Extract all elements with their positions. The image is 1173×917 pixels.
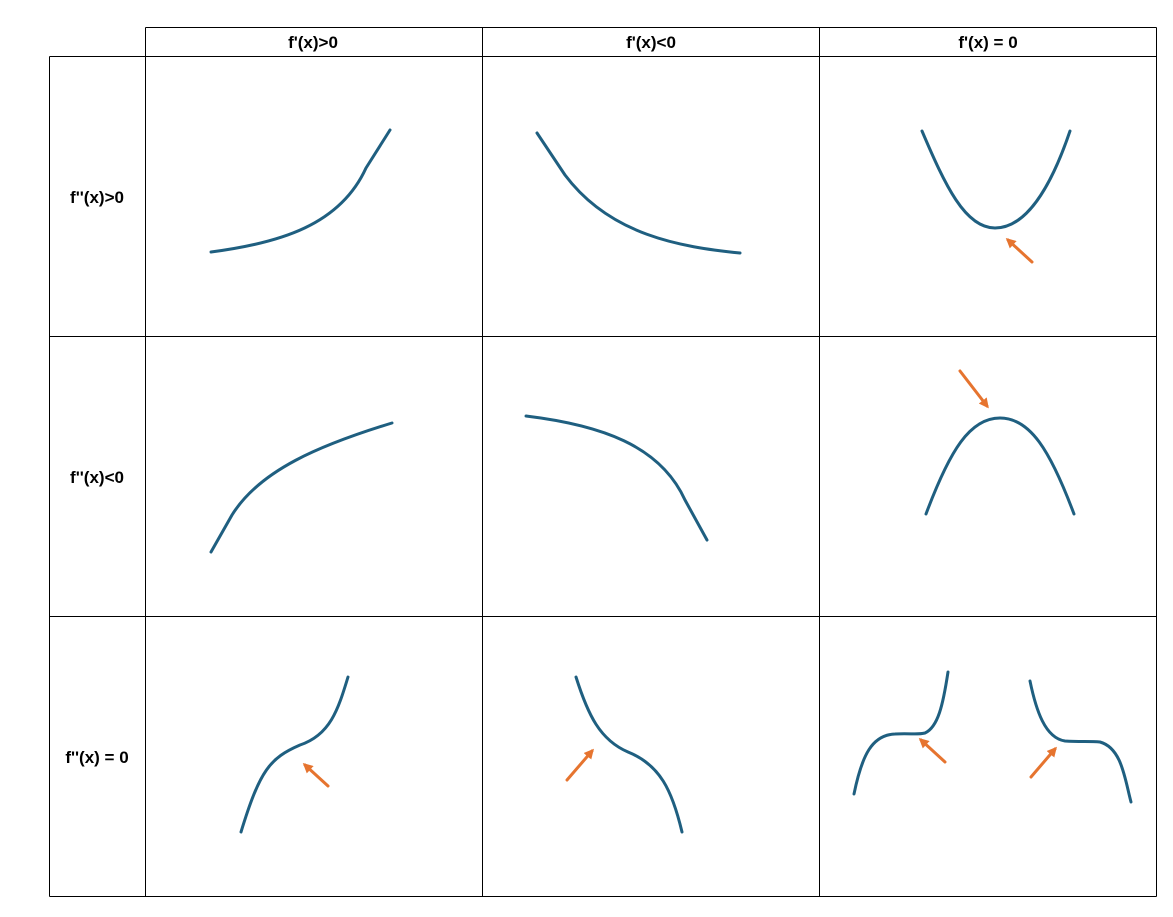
curve-increasing-stationary-inflection	[852, 670, 950, 796]
curve-local-maximum	[924, 416, 1076, 516]
stationary-inflection-arrow-decreasing	[1029, 746, 1057, 779]
curve-decreasing-inflection	[574, 675, 684, 834]
minimum-point-arrow	[1005, 237, 1034, 264]
curve-increasing-inflection	[239, 675, 350, 834]
curve-decreasing-stationary-inflection	[1028, 679, 1133, 804]
maximum-point-arrow	[958, 369, 989, 409]
column-header-first-derivative-positive: f'(x)>0	[288, 33, 338, 52]
row-header-second-derivative-positive: f''(x)>0	[70, 188, 124, 207]
table-grid	[49, 27, 1157, 897]
curve-decreasing-concave-up	[535, 131, 742, 255]
inflection-point-arrow-increasing	[302, 762, 330, 788]
curve-increasing-concave-down	[209, 421, 394, 554]
curve-local-minimum	[920, 129, 1072, 230]
row-header-second-derivative-zero: f''(x) = 0	[65, 748, 128, 767]
row-header-second-derivative-negative: f''(x)<0	[70, 468, 124, 487]
curve-decreasing-concave-down	[524, 414, 709, 542]
inflection-point-arrow-decreasing	[565, 748, 594, 782]
column-header-first-derivative-zero: f'(x) = 0	[958, 33, 1017, 52]
stationary-inflection-arrow-increasing	[918, 737, 947, 764]
curve-increasing-concave-up	[209, 128, 392, 254]
column-header-first-derivative-negative: f'(x)<0	[626, 33, 676, 52]
